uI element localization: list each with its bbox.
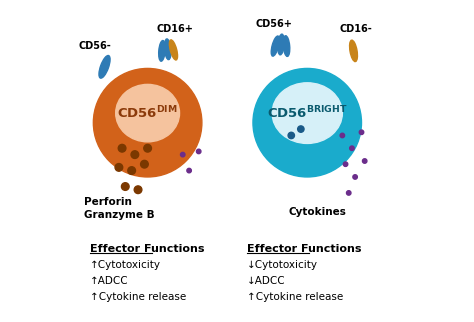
Circle shape	[128, 167, 136, 175]
Circle shape	[131, 151, 139, 158]
Text: ↓ADCC: ↓ADCC	[246, 276, 285, 286]
Ellipse shape	[169, 40, 178, 60]
Text: Cytokines: Cytokines	[288, 207, 346, 217]
Ellipse shape	[164, 39, 171, 60]
Circle shape	[144, 144, 152, 152]
Text: ↑ADCC: ↑ADCC	[90, 276, 129, 286]
Text: Effector Functions: Effector Functions	[246, 244, 361, 254]
Ellipse shape	[350, 40, 357, 62]
Circle shape	[346, 191, 351, 195]
Ellipse shape	[99, 55, 110, 78]
Ellipse shape	[159, 41, 165, 61]
Circle shape	[253, 69, 362, 177]
Circle shape	[196, 149, 201, 154]
Circle shape	[288, 132, 294, 139]
Ellipse shape	[278, 34, 284, 55]
Circle shape	[298, 126, 304, 132]
Text: Granzyme B: Granzyme B	[84, 210, 155, 220]
Circle shape	[353, 175, 357, 179]
Text: CD56+: CD56+	[255, 19, 292, 29]
Circle shape	[350, 146, 354, 150]
Circle shape	[181, 152, 185, 157]
Circle shape	[340, 133, 345, 138]
Text: CD16+: CD16+	[156, 24, 193, 34]
Text: Effector Functions: Effector Functions	[90, 244, 205, 254]
Circle shape	[93, 69, 202, 177]
Text: ↑Cytokine release: ↑Cytokine release	[246, 292, 343, 302]
Circle shape	[363, 159, 367, 163]
Text: $\mathbf{CD56}^{\mathbf{BRIGHT}}$: $\mathbf{CD56}^{\mathbf{BRIGHT}}$	[267, 105, 347, 121]
Text: $\mathbf{CD56}^{\mathbf{DIM}}$: $\mathbf{CD56}^{\mathbf{DIM}}$	[117, 105, 178, 121]
Circle shape	[343, 162, 348, 166]
Circle shape	[359, 130, 364, 135]
Ellipse shape	[283, 36, 290, 56]
Text: Perforin: Perforin	[84, 197, 132, 207]
Ellipse shape	[116, 84, 180, 142]
Circle shape	[187, 168, 191, 173]
Text: ↑Cytokine release: ↑Cytokine release	[90, 292, 186, 302]
Circle shape	[115, 164, 123, 171]
Text: ↓Cytotoxicity: ↓Cytotoxicity	[246, 260, 318, 270]
Circle shape	[141, 160, 148, 168]
Ellipse shape	[271, 36, 279, 56]
Text: ↑Cytotoxicity: ↑Cytotoxicity	[90, 260, 161, 270]
Circle shape	[118, 144, 126, 152]
Circle shape	[121, 183, 129, 190]
Circle shape	[134, 186, 142, 194]
Text: CD56-: CD56-	[79, 41, 111, 51]
Text: CD16-: CD16-	[339, 24, 372, 34]
Ellipse shape	[272, 83, 342, 143]
